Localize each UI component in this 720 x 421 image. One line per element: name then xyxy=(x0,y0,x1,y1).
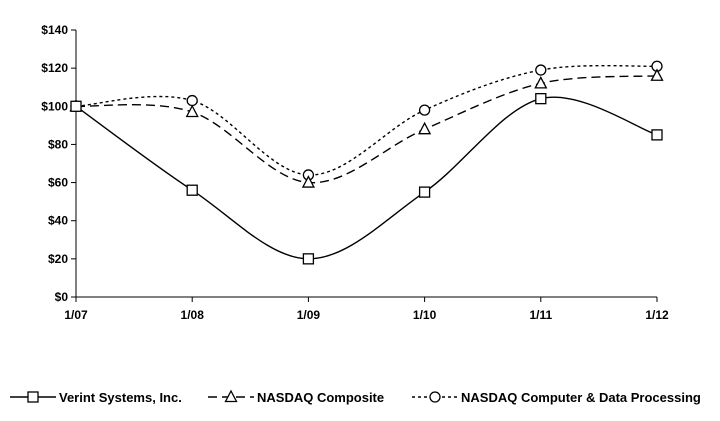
chart-axes: $0 $20 $40 $60 $80 $100 $120 $140 1/07 1/08 1/09 1/… xyxy=(41,23,669,322)
legend-label: NASDAQ Composite xyxy=(257,390,384,405)
series-line-triangle xyxy=(75,75,658,184)
legend-label: Verint Systems, Inc. xyxy=(59,390,182,405)
data-point-square xyxy=(302,253,315,265)
y-tick-label: $60 xyxy=(48,176,68,190)
x-tick-label: 1/11 xyxy=(529,308,552,322)
legend-label: NASDAQ Computer & Data Processing xyxy=(461,390,701,405)
x-tick-label: 1/08 xyxy=(181,308,205,322)
data-point-square xyxy=(186,184,198,196)
chart-legend: Verint Systems, Inc. NASDAQ Composite NASD… xyxy=(10,389,701,405)
legend-marker-circle xyxy=(429,391,441,403)
data-point-square xyxy=(70,100,82,112)
data-point-circle xyxy=(186,94,198,107)
data-point-circle xyxy=(535,64,547,76)
data-point-square xyxy=(651,129,663,141)
y-tick-label: $120 xyxy=(41,61,68,75)
data-point-triangle xyxy=(534,75,548,89)
x-tick-label: 1/07 xyxy=(64,308,88,322)
data-point-triangle xyxy=(418,121,432,135)
y-tick-label: $0 xyxy=(55,290,69,304)
data-point-square xyxy=(418,186,431,198)
y-tick-label: $100 xyxy=(41,99,68,113)
data-point-triangle xyxy=(650,68,664,81)
x-tick-label: 1/10 xyxy=(413,308,437,322)
x-tick-label: 1/09 xyxy=(297,308,321,322)
data-point-square xyxy=(535,93,547,105)
chart-series xyxy=(69,60,664,265)
x-tick-label: 1/12 xyxy=(645,308,669,322)
series-line-circle xyxy=(75,64,658,176)
data-point-triangle xyxy=(185,104,199,118)
legend-marker-square xyxy=(27,391,39,403)
y-tick-label: $80 xyxy=(48,137,68,151)
legend-marker-triangle xyxy=(224,389,238,403)
y-tick-label: $40 xyxy=(48,214,68,228)
y-tick-label: $140 xyxy=(41,23,68,37)
data-point-triangle xyxy=(301,175,315,188)
y-tick-label: $20 xyxy=(48,252,68,266)
data-point-circle xyxy=(418,104,431,116)
series-line-square xyxy=(75,96,658,260)
